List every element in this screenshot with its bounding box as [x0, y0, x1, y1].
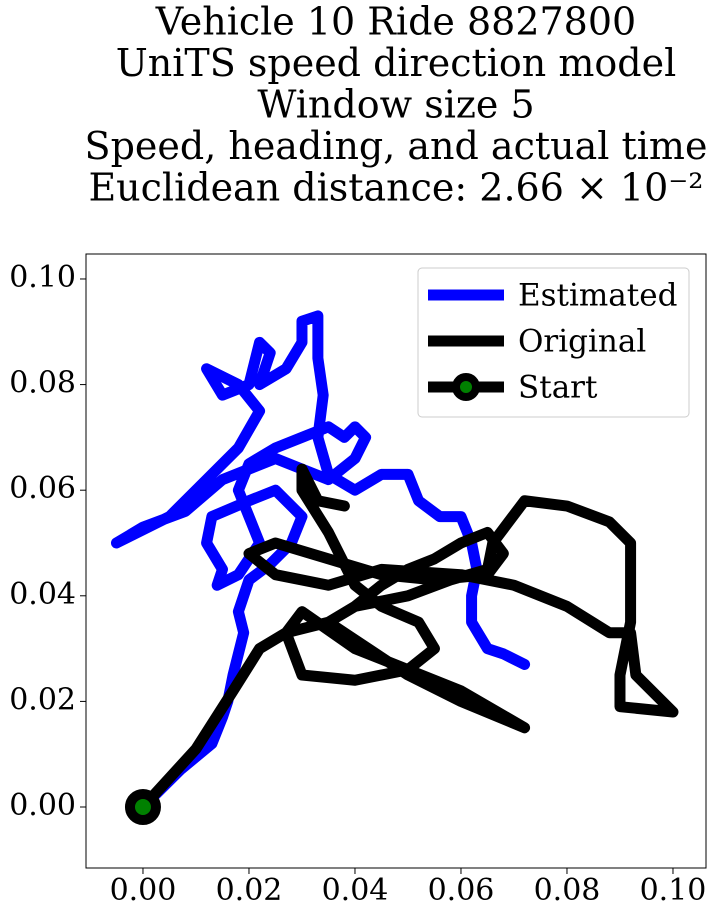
legend-label: Original [518, 324, 646, 360]
legend-label: Start [518, 370, 598, 406]
start-marker [124, 789, 161, 826]
chart-title: Window size 5 [257, 83, 534, 127]
x-tick-label: 0.04 [322, 873, 389, 908]
chart-title: Vehicle 10 Ride 8827800 [155, 0, 636, 44]
plot-area [110, 310, 679, 826]
x-tick-label: 0.08 [534, 873, 601, 908]
y-tick-label: 0.02 [9, 682, 76, 717]
chart-title: Speed, heading, and actual time [85, 124, 708, 168]
axes-frame [85, 253, 707, 869]
y-tick-label: 0.06 [9, 471, 76, 506]
y-tick-label: 0.04 [9, 577, 76, 612]
chart-title: Euclidean distance: 2.66 × 10⁻² [88, 166, 703, 210]
x-tick-label: 0.10 [640, 873, 707, 908]
legend-box [417, 267, 690, 418]
x-tick-label: 0.06 [428, 873, 495, 908]
legend-label: Estimated [518, 278, 677, 314]
chart-title: UniTS speed direction model [116, 41, 676, 85]
x-tick-label: 0.00 [110, 873, 177, 908]
trajectory [110, 310, 531, 813]
trajectory [137, 463, 679, 813]
y-tick-label: 0.08 [9, 366, 76, 401]
x-tick-label: 0.02 [216, 873, 283, 908]
y-tick-label: 0.10 [9, 260, 76, 295]
legend-marker [452, 373, 480, 401]
y-tick-label: 0.00 [9, 788, 76, 823]
